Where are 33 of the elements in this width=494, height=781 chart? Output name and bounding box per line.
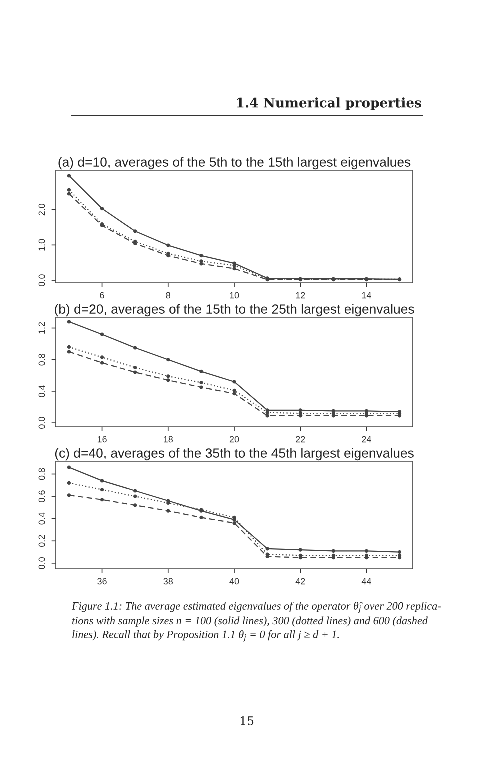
x-tick-label: 24 (362, 436, 372, 443)
x-tick-label: 16 (98, 436, 107, 443)
y-tick-label: 0.8 (38, 468, 46, 480)
y-tick-label: 1.2 (38, 322, 46, 334)
x-tick-label: 22 (296, 436, 306, 443)
x-tick-label: 6 (100, 292, 104, 299)
x-tick-label: 18 (164, 436, 174, 443)
y-tick-label: 0.6 (38, 490, 46, 502)
x-tick-label: 12 (296, 292, 306, 299)
y-tick-label: 0.0 (38, 558, 46, 570)
y-tick-label: 0.4 (38, 512, 46, 525)
y-tick-label: 0.2 (38, 535, 46, 548)
y-tick-label: 0.0 (38, 417, 46, 429)
caption: Figure 1.1: The average estimated eigenvalues of the operator θ̂$_{j}$ over 200 replica- tions with sample sizes n = 100 (solid lines), 300 (dotted lines) and 600 (dashed lines). Recall that by Proposition 1.1 θ$_{j}$ = 0 for all j ≥ d + 1. (72, 602, 441, 642)
y-tick-label: 2.0 (38, 204, 46, 216)
text: 15 (240, 716, 254, 726)
chart-title: (a) d=10, averages of the 5th to the 15th largest eigenvalues (58, 157, 411, 170)
y-tick-label: 0.4 (38, 385, 46, 398)
y-tick-label: 0.8 (38, 354, 46, 366)
x-tick-label: 42 (296, 578, 306, 585)
chart-title: (c) d=40, averages of the 35th to the 45th largest eigenvalues (55, 448, 414, 461)
text: 1.4 Numerical properties (237, 98, 422, 110)
x-tick-label: 44 (362, 578, 372, 585)
x-tick-label: 8 (166, 292, 171, 299)
x-tick-label: 36 (98, 578, 107, 585)
chart-title: (b) d=20, averages of the 15th to the 25th largest eigenvalues (55, 304, 414, 317)
x-tick-label: 10 (230, 292, 240, 299)
y-tick-label: 1.0 (38, 239, 46, 251)
x-tick-label: 38 (164, 578, 174, 585)
x-tick-label: 14 (362, 292, 372, 299)
y-tick-label: 0.0 (38, 274, 46, 286)
x-tick-label: 20 (230, 436, 240, 443)
x-tick-label: 40 (230, 578, 240, 585)
